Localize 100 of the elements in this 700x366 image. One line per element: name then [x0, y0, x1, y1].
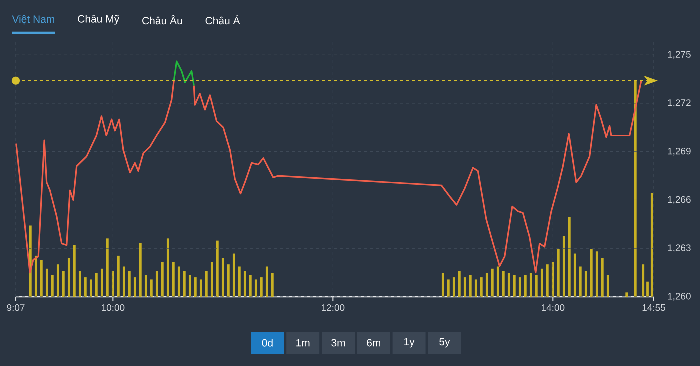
bar — [452, 278, 456, 297]
bar — [106, 238, 109, 297]
bar — [540, 268, 544, 297]
text: Châu Âu — [142, 15, 182, 25]
y-tick-label: 1,263 — [668, 244, 691, 253]
text: 5y — [440, 338, 450, 348]
bar — [172, 262, 175, 297]
x-tick-label: 9:07 — [7, 304, 25, 312]
y-tick-label: 1,260 — [668, 293, 691, 301]
y-tick-label: 1,266 — [668, 196, 691, 204]
bar — [254, 280, 258, 297]
bar — [51, 275, 54, 297]
x-tick-label: 14:00 — [542, 304, 565, 312]
bar — [100, 268, 104, 297]
bar — [480, 278, 483, 297]
bar — [552, 262, 554, 297]
bar — [535, 275, 538, 297]
x-tick-label: 12:00 — [322, 304, 345, 312]
bar — [73, 245, 76, 297]
bar — [562, 236, 566, 297]
bar — [513, 275, 516, 297]
text: Châu Á — [206, 15, 240, 25]
bar — [508, 273, 510, 297]
bar — [134, 278, 136, 297]
bar — [601, 258, 604, 297]
x-tick-label: 14:55 — [642, 304, 666, 312]
text: Việt Nam — [12, 15, 54, 25]
bar — [260, 278, 263, 297]
bar — [34, 256, 38, 297]
bar — [546, 264, 549, 297]
bar — [205, 271, 208, 297]
bar — [266, 266, 268, 297]
bar — [596, 252, 598, 297]
bar — [244, 271, 246, 297]
bar — [524, 275, 527, 297]
bar — [518, 278, 522, 297]
bar — [642, 264, 645, 297]
bar — [584, 271, 588, 297]
bar — [188, 275, 192, 297]
bar — [496, 266, 500, 297]
bar — [469, 275, 472, 297]
bar — [200, 280, 202, 297]
bar — [122, 266, 126, 297]
bar — [150, 280, 153, 297]
bar — [95, 273, 98, 297]
bar — [227, 264, 230, 297]
text: 6m — [367, 339, 380, 347]
bar — [84, 278, 87, 297]
text: 1y — [404, 338, 415, 348]
text: 0d — [262, 339, 273, 347]
bar — [56, 264, 60, 297]
bar — [590, 249, 593, 297]
bar — [166, 238, 170, 297]
bar — [222, 258, 224, 297]
bar — [144, 275, 148, 297]
bar — [78, 271, 82, 297]
bar — [557, 249, 560, 297]
bar — [117, 256, 120, 297]
bar — [46, 268, 48, 297]
bar — [216, 240, 219, 297]
bar — [62, 271, 65, 297]
y-tick-label: 1,272 — [668, 100, 691, 108]
bar — [238, 266, 241, 297]
bar — [68, 258, 70, 297]
y-tick-label: 1,269 — [668, 148, 691, 156]
bar — [249, 275, 252, 297]
bar — [458, 271, 461, 297]
bar — [502, 271, 505, 297]
bar — [156, 271, 158, 297]
y-tick-label: 1,275 — [668, 51, 691, 60]
bar — [139, 242, 142, 297]
bar — [650, 193, 654, 297]
bar — [606, 275, 610, 297]
bar — [568, 217, 571, 297]
bar — [646, 282, 649, 297]
bar — [442, 273, 444, 297]
bar — [112, 271, 114, 297]
bar — [178, 266, 180, 297]
bar — [634, 80, 637, 297]
bar — [210, 262, 214, 297]
bar — [464, 278, 466, 297]
bar — [40, 260, 43, 297]
bar — [232, 254, 236, 297]
bar — [183, 271, 186, 297]
bar — [271, 273, 274, 297]
bar — [530, 273, 532, 297]
bar — [491, 268, 494, 297]
x-tick-label: 10:00 — [102, 304, 125, 312]
bar — [128, 271, 131, 297]
text: 1m — [296, 339, 310, 347]
bar — [161, 262, 164, 297]
text: Châu Mỹ — [78, 15, 120, 25]
bar — [579, 266, 582, 297]
text: 3m — [332, 339, 346, 347]
bar — [474, 280, 478, 297]
line-series — [173, 60, 195, 87]
bar — [486, 273, 488, 297]
bar — [194, 278, 197, 297]
bar — [447, 280, 450, 297]
bar — [90, 280, 92, 297]
